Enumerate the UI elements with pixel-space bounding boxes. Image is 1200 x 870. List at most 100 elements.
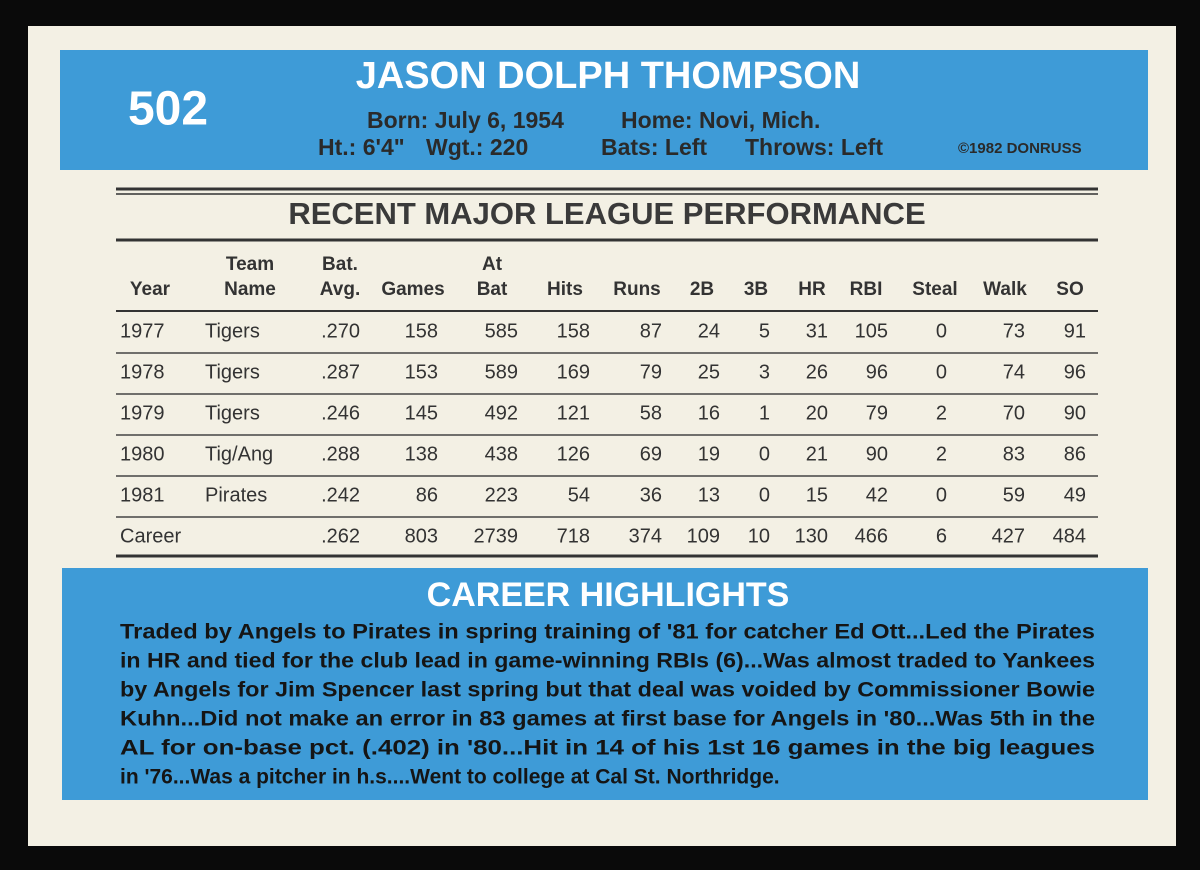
cell: 153 (405, 361, 438, 383)
cell: 86 (416, 484, 438, 506)
cell: 90 (1064, 402, 1086, 424)
header-band (60, 50, 1148, 170)
cell: 21 (806, 443, 828, 465)
cell: .242 (321, 484, 360, 506)
cell: 0 (759, 443, 770, 465)
column-header: Year (130, 279, 171, 300)
cell: 86 (1064, 443, 1086, 465)
cell: 438 (485, 443, 518, 465)
cell: 589 (485, 361, 518, 383)
column-header: 2B (690, 279, 714, 300)
cell: 58 (640, 402, 662, 424)
cell: 0 (936, 320, 947, 342)
column-header: Games (381, 279, 444, 300)
column-header: SO (1056, 279, 1083, 300)
cell: 73 (1003, 320, 1025, 342)
cell: 130 (795, 525, 828, 547)
cell: 59 (1003, 484, 1025, 506)
column-header: Runs (613, 279, 661, 300)
cell: 374 (629, 525, 662, 547)
cell: 74 (1003, 361, 1025, 383)
cell: 145 (405, 402, 438, 424)
table-title: RECENT MAJOR LEAGUE PERFORMANCE (288, 196, 925, 231)
cell: 16 (698, 402, 720, 424)
cell: 54 (568, 484, 590, 506)
home: Home: Novi, Mich. (621, 107, 820, 133)
born: Born: July 6, 1954 (367, 107, 564, 133)
cell: 24 (698, 320, 720, 342)
cell: .288 (321, 443, 360, 465)
highlight-line: Kuhn...Did not make an error in 83 games… (120, 708, 1095, 731)
cell: 466 (855, 525, 888, 547)
cell: 105 (855, 320, 888, 342)
copyright: ©1982 DONRUSS (958, 140, 1082, 157)
highlights-title: CAREER HIGHLIGHTS (427, 576, 790, 614)
cell: 10 (748, 525, 770, 547)
cell: 1981 (120, 484, 165, 506)
cell: 3 (759, 361, 770, 383)
cell: 1980 (120, 443, 165, 465)
column-header: Team (226, 254, 274, 275)
cell: 13 (698, 484, 720, 506)
column-header: Steal (912, 279, 957, 300)
cell: 96 (1064, 361, 1086, 383)
cell: Career (120, 525, 181, 547)
cell: 0 (936, 484, 947, 506)
cell: 90 (866, 443, 888, 465)
highlight-line: in '76...Was a pitcher in h.s....Went to… (120, 766, 780, 789)
cell: 83 (1003, 443, 1025, 465)
cell: 42 (866, 484, 888, 506)
cell: 427 (992, 525, 1025, 547)
bats: Bats: Left (601, 134, 707, 160)
cell: 718 (557, 525, 590, 547)
column-header: Hits (547, 279, 583, 300)
card-number: 502 (128, 83, 208, 136)
cell: 79 (640, 361, 662, 383)
cell: 15 (806, 484, 828, 506)
cell: 1979 (120, 402, 165, 424)
cell: 36 (640, 484, 662, 506)
cell: .262 (321, 525, 360, 547)
cell: 1977 (120, 320, 165, 342)
cell: 138 (405, 443, 438, 465)
cell: 26 (806, 361, 828, 383)
cell: 121 (557, 402, 590, 424)
cell: 803 (405, 525, 438, 547)
cell: Tigers (205, 402, 260, 424)
cell: 1978 (120, 361, 165, 383)
column-header: At (482, 254, 503, 275)
cell: 70 (1003, 402, 1025, 424)
player-name: JASON DOLPH THOMPSON (356, 55, 861, 97)
cell: 19 (698, 443, 720, 465)
highlight-line: Traded by Angels to Pirates in spring tr… (120, 621, 1095, 644)
column-header: Avg. (320, 279, 360, 300)
cell: 223 (485, 484, 518, 506)
cell: 31 (806, 320, 828, 342)
cell: 87 (640, 320, 662, 342)
cell: Pirates (205, 484, 267, 506)
cell: 0 (936, 361, 947, 383)
highlight-line: in HR and tied for the club lead in game… (120, 650, 1095, 673)
cell: 484 (1053, 525, 1086, 547)
cell: 2 (936, 402, 947, 424)
cell: Tigers (205, 320, 260, 342)
stats-table: Year Team Name Bat. Avg. Games At Bat Hits Runs 2B… (116, 254, 1098, 547)
cell: Tigers (205, 361, 260, 383)
cell: 5 (759, 320, 770, 342)
column-header: Bat (477, 279, 508, 300)
column-header: RBI (850, 279, 883, 300)
highlight-line: AL for on-base pct. (.402) in '80...Hit … (120, 737, 1095, 760)
cell: 1 (759, 402, 770, 424)
throws: Throws: Left (745, 134, 883, 160)
highlights-text: Traded by Angels to Pirates in spring tr… (120, 621, 1095, 789)
cell: 0 (759, 484, 770, 506)
cell: 158 (557, 320, 590, 342)
weight: Wgt.: 220 (426, 134, 528, 160)
cell: 96 (866, 361, 888, 383)
cell: 109 (687, 525, 720, 547)
cell: 49 (1064, 484, 1086, 506)
cell: 2 (936, 443, 947, 465)
cell: .287 (321, 361, 360, 383)
cell: 158 (405, 320, 438, 342)
